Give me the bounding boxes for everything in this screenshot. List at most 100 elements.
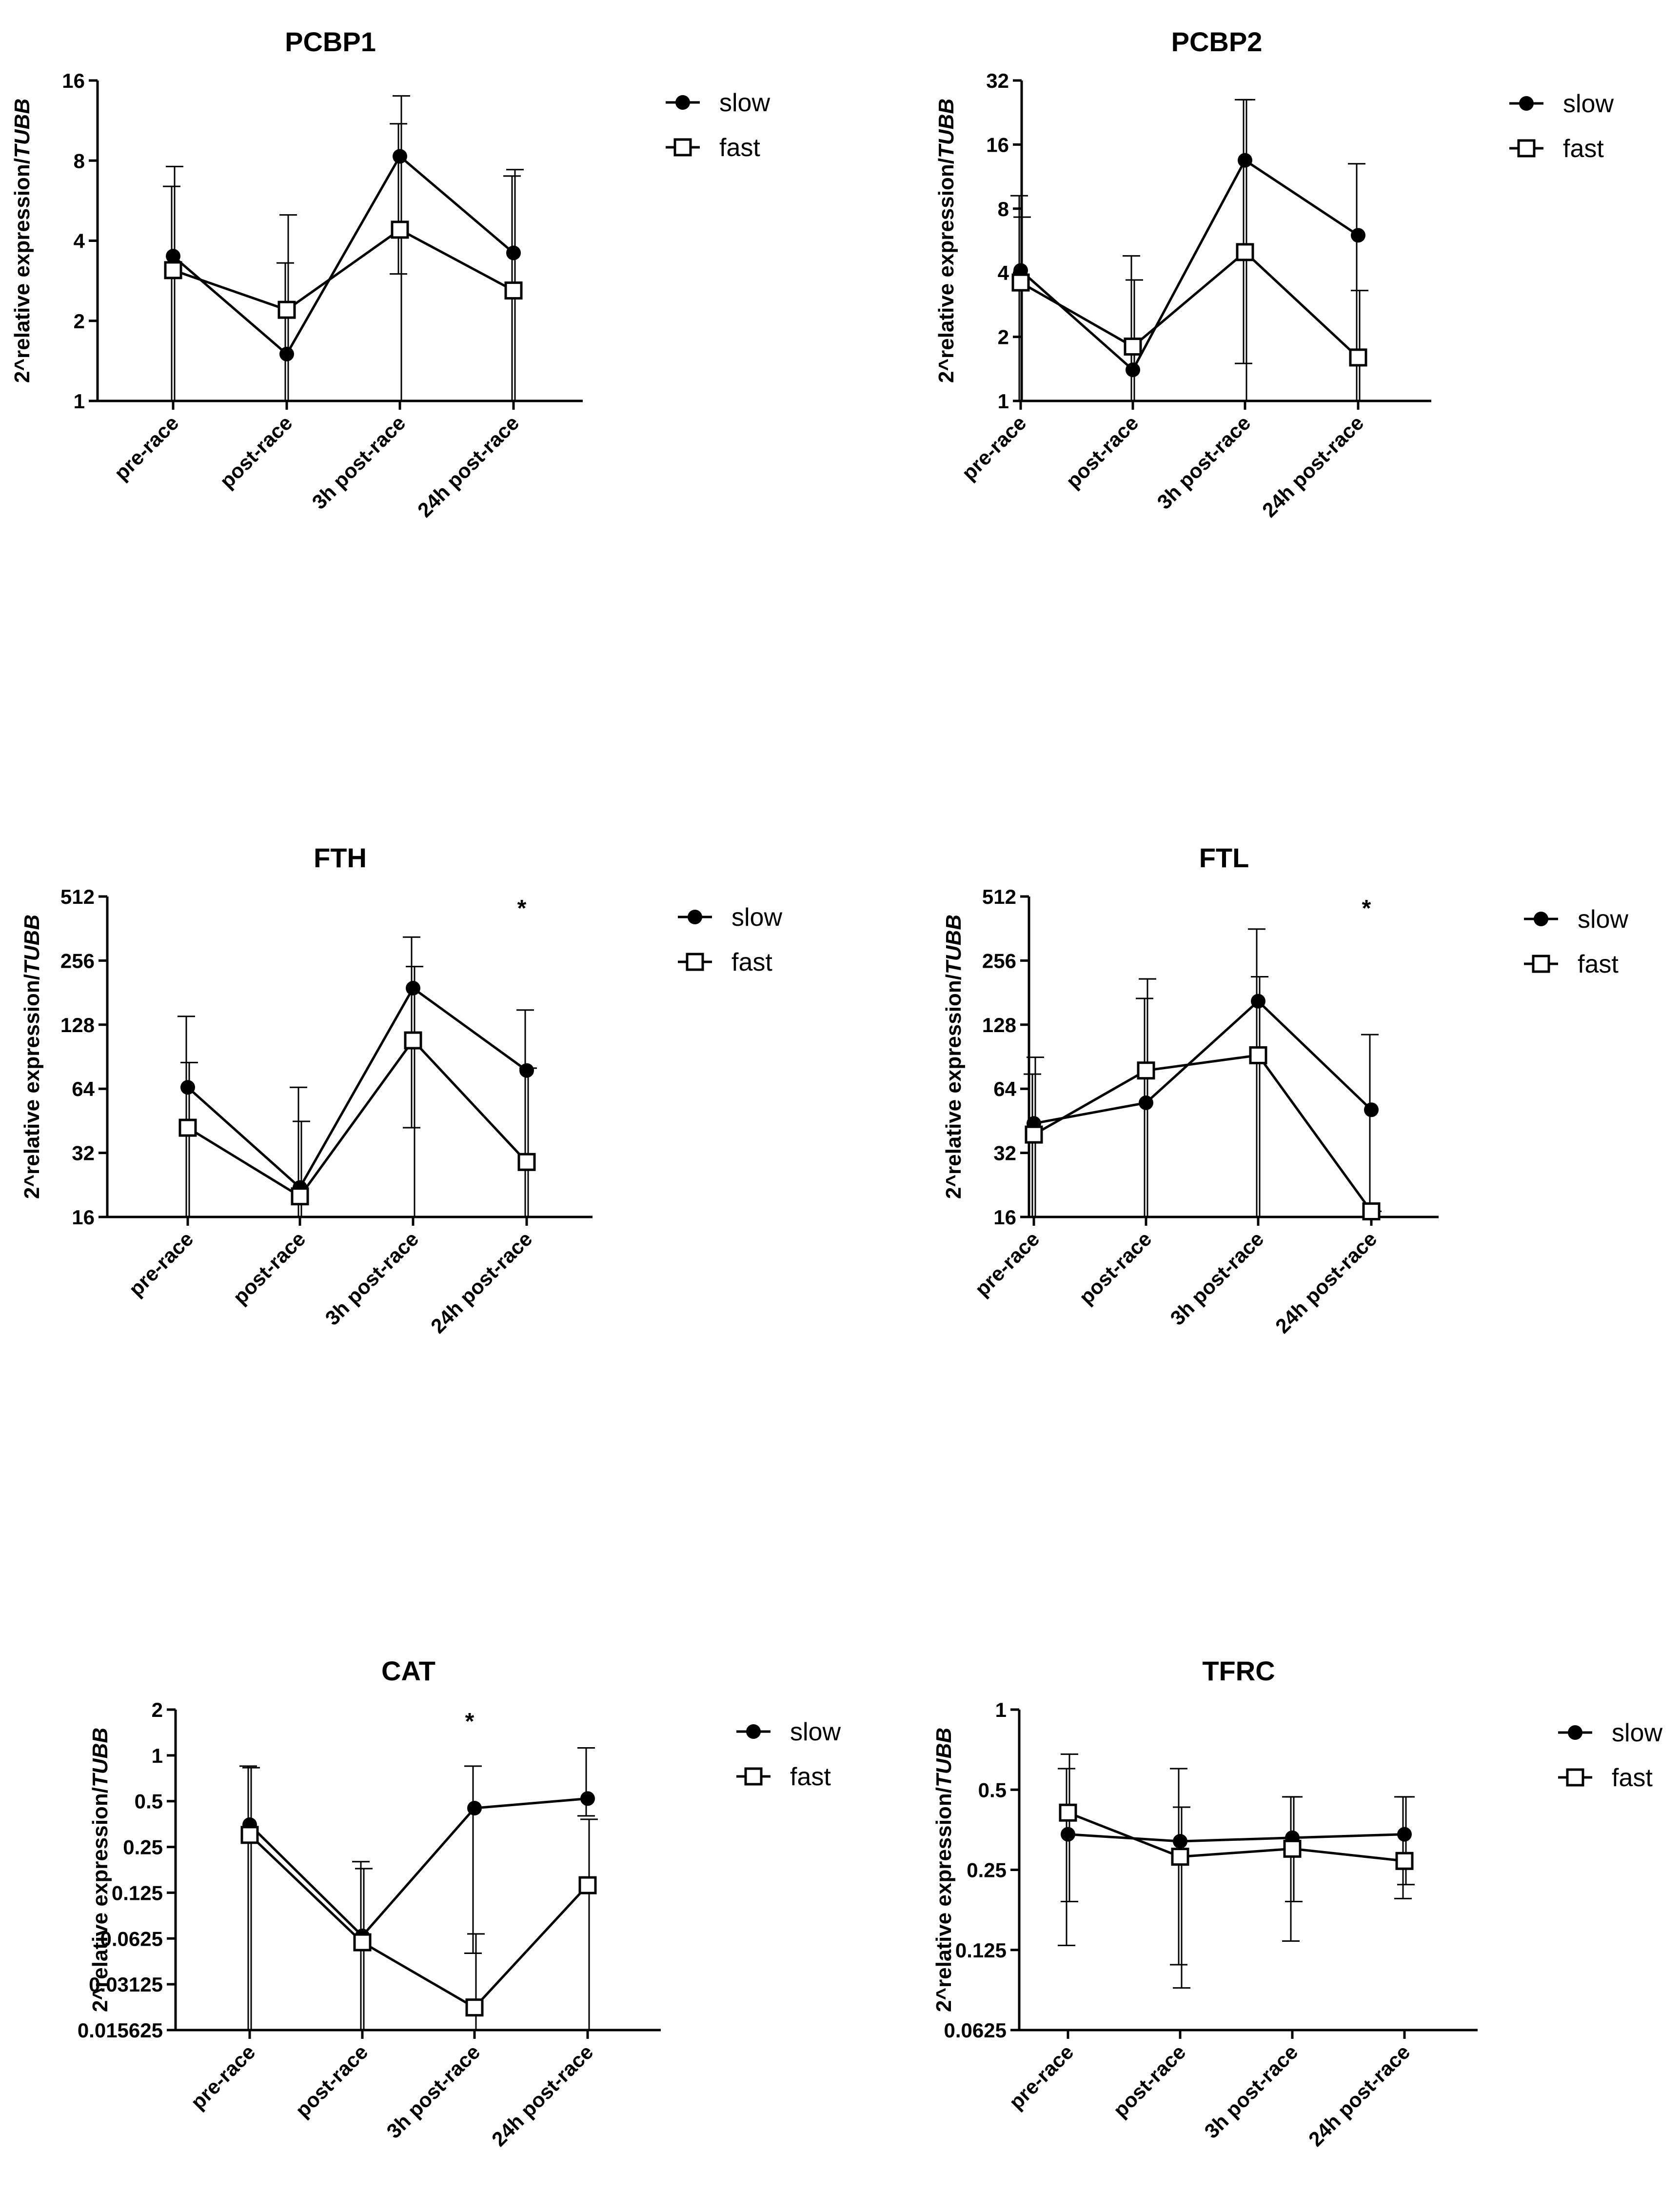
legend-label: fast xyxy=(719,134,760,162)
legend: slow fast xyxy=(1558,1719,1662,1792)
data-point-slow xyxy=(1251,994,1265,1009)
data-point-fast xyxy=(578,1876,597,1894)
series-fast xyxy=(178,966,537,1217)
data-point-slow xyxy=(519,1063,534,1078)
series-line xyxy=(249,1834,589,2009)
y-axis-label: 2^relative expression/TUBB xyxy=(934,99,958,383)
y-tick-label: 0.25 xyxy=(967,1859,1007,1882)
y-tick-label: 4 xyxy=(74,230,85,253)
chart-title: CAT xyxy=(381,1655,435,1686)
series-line xyxy=(1020,250,1359,359)
data-point-slow xyxy=(166,249,180,264)
legend: slow fast xyxy=(678,903,782,976)
y-tick-label: 16 xyxy=(986,133,1009,156)
significance-marker: * xyxy=(465,1709,474,1734)
legend-label: slow xyxy=(1578,905,1628,934)
data-point-slow xyxy=(1173,1834,1187,1849)
significance-marker: * xyxy=(517,896,527,921)
series-line xyxy=(187,1038,528,1198)
data-point-fast xyxy=(1349,348,1367,367)
y-axis-label-text: 2^relative expression/ xyxy=(20,974,44,1199)
y-axis-label: 2^relative expression/TUBB xyxy=(10,99,34,383)
y-tick-label: 0.0625 xyxy=(944,2019,1007,2042)
y-tick-label: 2 xyxy=(74,310,85,333)
data-point-fast xyxy=(240,1826,259,1844)
data-point-fast xyxy=(404,1031,422,1050)
data-point-slow xyxy=(1139,1095,1153,1110)
data-point-fast xyxy=(391,220,409,239)
y-tick-label: 2 xyxy=(998,326,1009,349)
data-point-slow xyxy=(1238,153,1252,168)
y-tick-label: 16 xyxy=(72,1206,95,1229)
legend-label: fast xyxy=(1578,950,1619,978)
y-tick-label: 64 xyxy=(72,1077,95,1100)
data-point-slow xyxy=(1351,228,1365,243)
series-line xyxy=(172,154,514,356)
y-axis-label-text: 2^relative expression/ xyxy=(88,1787,112,2012)
y-tick-label: 128 xyxy=(60,1014,95,1036)
series-line xyxy=(1033,999,1372,1125)
y-tick-label: 1 xyxy=(998,390,1009,413)
y-tick-label: 512 xyxy=(60,885,95,908)
data-point-slow xyxy=(1061,1827,1075,1842)
y-tick-label: 16 xyxy=(993,1206,1016,1229)
series-fast xyxy=(164,95,524,401)
y-tick-label: 32 xyxy=(993,1142,1016,1165)
y-tick-label: 1 xyxy=(995,1698,1007,1721)
y-tick-label: 32 xyxy=(986,69,1009,92)
y-axis-label-text: 2^relative expression/ xyxy=(932,1787,956,2012)
y-axis-label-italic: TUBB xyxy=(934,99,958,158)
data-point-fast xyxy=(1171,1848,1189,1866)
legend-marker-slow xyxy=(675,95,690,110)
legend-label: fast xyxy=(790,1763,831,1791)
data-point-slow xyxy=(180,1080,195,1095)
y-tick-label: 256 xyxy=(60,949,95,972)
series-fast xyxy=(1059,1753,1415,1989)
legend: slow fast xyxy=(666,89,770,162)
chart-title: FTL xyxy=(1199,842,1249,873)
data-point-fast xyxy=(1137,1061,1155,1080)
y-axis-label-text: 2^relative expression/ xyxy=(942,974,966,1199)
legend-marker-fast xyxy=(686,953,704,971)
data-point-fast xyxy=(1059,1803,1077,1822)
y-axis-label: 2^relative expression/TUBB xyxy=(88,1728,112,2012)
series-line xyxy=(173,228,514,311)
data-point-slow xyxy=(279,346,294,361)
y-axis-label-italic: TUBB xyxy=(932,1728,956,1787)
y-axis-label-text: 2^relative expression/ xyxy=(10,158,34,383)
data-point-slow xyxy=(1364,1102,1379,1117)
y-tick-label: 1 xyxy=(152,1744,163,1767)
y-tick-label: 0.5 xyxy=(135,1790,163,1813)
series-slow xyxy=(1010,99,1365,401)
legend-label: fast xyxy=(1563,135,1604,163)
y-tick-label: 8 xyxy=(998,198,1009,220)
legend-label: fast xyxy=(731,948,772,976)
y-tick-label: 8 xyxy=(74,149,85,172)
data-point-fast xyxy=(1395,1852,1414,1870)
data-point-fast xyxy=(517,1153,536,1171)
legend: slow fast xyxy=(1509,90,1614,163)
data-point-fast xyxy=(1011,273,1030,292)
legend-label: slow xyxy=(1563,90,1614,118)
legend-label: fast xyxy=(1612,1764,1653,1792)
legend-marker-fast xyxy=(744,1767,763,1786)
data-point-fast xyxy=(291,1187,309,1206)
series-line xyxy=(1067,1811,1405,1862)
y-axis-label: 2^relative expression/TUBB xyxy=(932,1728,956,2012)
y-axis-label-italic: TUBB xyxy=(942,915,966,974)
data-point-fast xyxy=(277,300,296,319)
legend-marker-slow xyxy=(1534,912,1548,926)
series-fast xyxy=(1011,99,1368,401)
data-point-fast xyxy=(504,281,523,300)
data-point-fast xyxy=(1362,1202,1381,1221)
legend-label: slow xyxy=(731,903,782,932)
chart-title: TFRC xyxy=(1202,1655,1275,1686)
y-axis-label: 2^relative expression/TUBB xyxy=(942,915,966,1199)
series-line xyxy=(249,1797,588,1938)
data-point-slow xyxy=(1126,362,1140,378)
data-point-fast xyxy=(1283,1839,1302,1858)
legend-marker-slow xyxy=(688,910,702,924)
data-point-fast xyxy=(1025,1125,1043,1144)
